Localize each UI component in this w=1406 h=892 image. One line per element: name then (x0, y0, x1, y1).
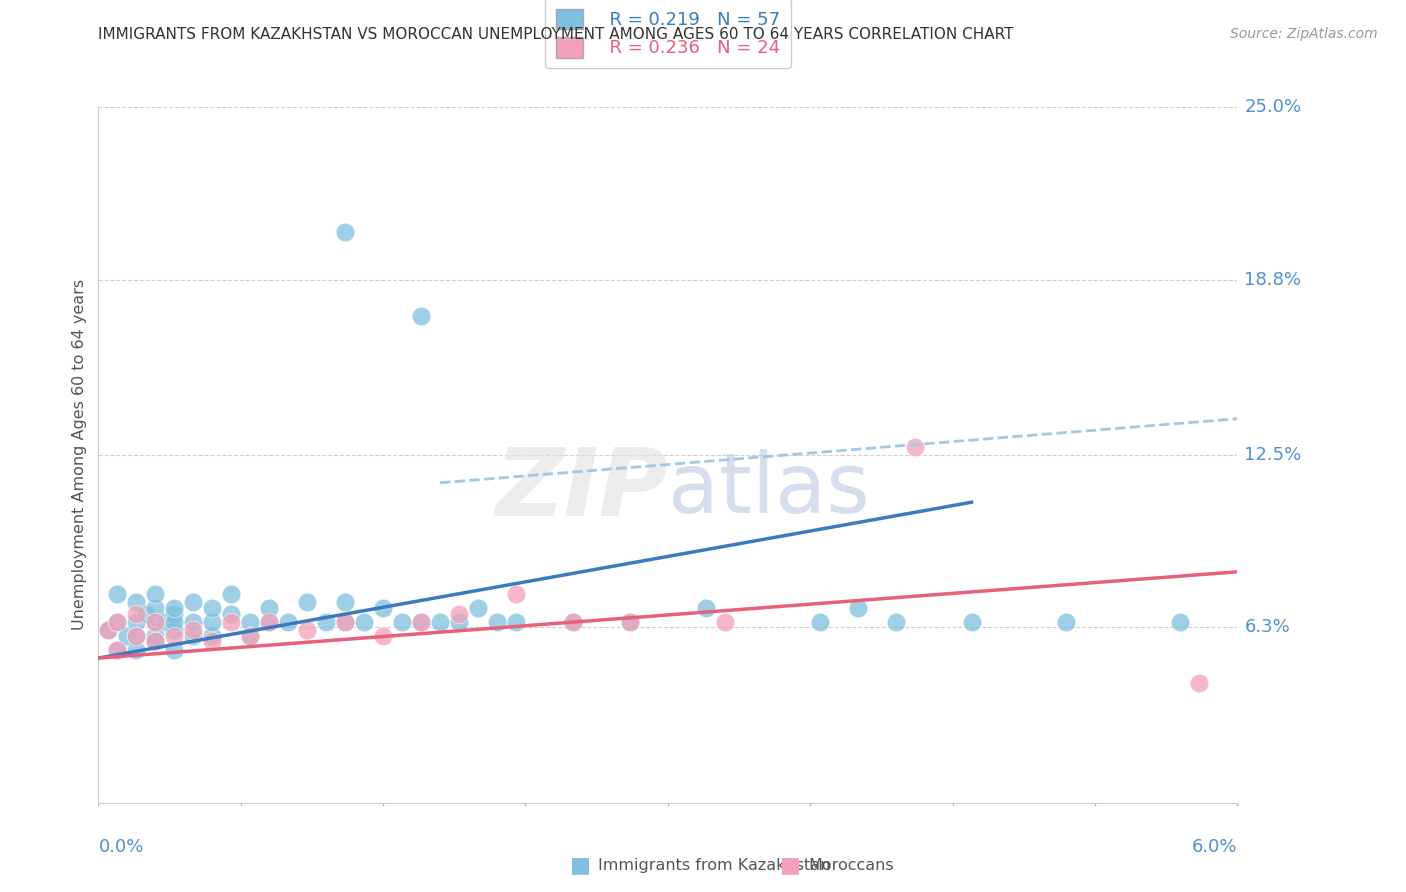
Point (335, 595, 357, 609)
Point (846, 601, 869, 615)
Point (411, 615, 433, 629)
Point (201, 615, 224, 629)
Point (960, 615, 983, 629)
Point (449, 615, 471, 629)
Point (371, 629, 394, 643)
Point (183, 624, 205, 638)
Point (259, 601, 281, 615)
Text: 0.0%: 0.0% (98, 838, 143, 856)
Point (153, 615, 176, 629)
Point (163, 624, 186, 638)
Point (107, 615, 129, 629)
Point (505, 587, 527, 601)
Text: 6.3%: 6.3% (1244, 618, 1291, 637)
Point (145, 634, 167, 648)
Point (163, 607, 186, 621)
Text: Moroccans: Moroccans (808, 858, 894, 872)
Point (371, 601, 394, 615)
Point (1188, 676, 1211, 690)
Point (145, 615, 167, 629)
Point (619, 615, 641, 629)
Point (97, 624, 120, 638)
Point (884, 615, 907, 629)
Point (163, 642, 186, 657)
Point (221, 615, 243, 629)
Point (125, 607, 148, 621)
Point (125, 615, 148, 629)
Point (239, 629, 262, 643)
Text: ZIP: ZIP (495, 443, 668, 536)
Point (145, 615, 167, 629)
Text: Immigrants from Kazakhstan: Immigrants from Kazakhstan (598, 858, 830, 872)
Point (808, 615, 831, 629)
Point (125, 595, 148, 609)
Point (97, 624, 120, 638)
Text: ■: ■ (569, 855, 591, 875)
Point (695, 601, 717, 615)
Point (145, 629, 167, 643)
Point (619, 615, 641, 629)
Point (562, 615, 585, 629)
Point (1170, 615, 1192, 629)
Point (429, 615, 451, 629)
Point (467, 601, 489, 615)
Text: ■: ■ (780, 855, 801, 875)
Point (135, 607, 157, 621)
Point (163, 601, 186, 615)
Point (221, 607, 243, 621)
Point (145, 601, 167, 615)
Text: 12.5%: 12.5% (1244, 446, 1302, 464)
Point (411, 615, 433, 629)
Text: 18.8%: 18.8% (1244, 270, 1302, 289)
Point (239, 629, 262, 643)
Point (201, 629, 224, 643)
Point (183, 629, 205, 643)
Point (486, 615, 509, 629)
Point (239, 615, 262, 629)
Text: atlas: atlas (668, 450, 869, 530)
Point (145, 587, 167, 601)
Point (505, 615, 527, 629)
Point (125, 642, 148, 657)
Point (163, 629, 186, 643)
Point (277, 615, 299, 629)
Point (107, 587, 129, 601)
Point (1056, 615, 1078, 629)
Point (714, 615, 737, 629)
Point (145, 634, 167, 648)
Point (201, 634, 224, 648)
Text: IMMIGRANTS FROM KAZAKHSTAN VS MOROCCAN UNEMPLOYMENT AMONG AGES 60 TO 64 YEARS CO: IMMIGRANTS FROM KAZAKHSTAN VS MOROCCAN U… (98, 27, 1014, 42)
Text: 25.0%: 25.0% (1244, 98, 1302, 116)
Point (125, 629, 148, 643)
Point (107, 615, 129, 629)
Point (183, 595, 205, 609)
Point (259, 615, 281, 629)
Text: 6.0%: 6.0% (1192, 838, 1237, 856)
Point (259, 615, 281, 629)
Point (315, 615, 337, 629)
Point (107, 642, 129, 657)
Point (221, 587, 243, 601)
Point (562, 615, 585, 629)
Point (107, 642, 129, 657)
Point (163, 615, 186, 629)
Point (353, 615, 375, 629)
Point (904, 440, 927, 454)
Point (391, 615, 413, 629)
Point (201, 601, 224, 615)
Point (335, 225, 357, 239)
Point (115, 629, 138, 643)
Point (145, 634, 167, 648)
Point (183, 615, 205, 629)
Point (335, 615, 357, 629)
Point (411, 309, 433, 323)
Point (297, 595, 319, 609)
Y-axis label: Unemployment Among Ages 60 to 64 years: Unemployment Among Ages 60 to 64 years (72, 279, 87, 631)
Point (297, 624, 319, 638)
Text: Source: ZipAtlas.com: Source: ZipAtlas.com (1230, 27, 1378, 41)
Legend:   R = 0.219   N = 57,   R = 0.236   N = 24: R = 0.219 N = 57, R = 0.236 N = 24 (546, 0, 790, 69)
Point (449, 607, 471, 621)
Point (335, 615, 357, 629)
Point (125, 629, 148, 643)
